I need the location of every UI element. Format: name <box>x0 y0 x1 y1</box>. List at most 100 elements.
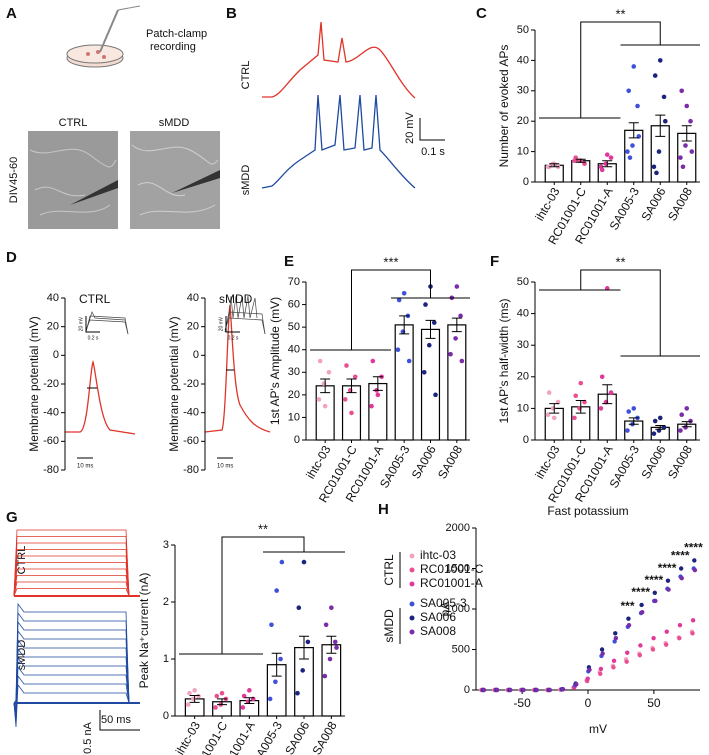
trace <box>13 629 140 710</box>
y-axis-label: pA <box>438 602 452 617</box>
y-tick-label: -40 <box>183 407 199 419</box>
data-point <box>666 587 671 592</box>
current-traces <box>13 529 140 728</box>
legend-group-label: sMDD <box>382 609 396 643</box>
data-point <box>626 623 632 628</box>
legend-label: SA008 <box>420 624 456 638</box>
data-point <box>219 690 225 696</box>
data-point <box>481 687 487 693</box>
data-point <box>679 412 685 418</box>
y-tick-label: 50 <box>517 24 529 36</box>
legend-group-label: CTRL <box>382 554 396 586</box>
inset-trace <box>85 295 266 335</box>
data-point <box>317 358 323 364</box>
y-tick-label: 40 <box>187 292 199 304</box>
y-tick-label: 20 <box>517 371 529 383</box>
g-label: CTRL <box>16 546 28 575</box>
x-tick-label: SA006 <box>638 443 668 481</box>
data-point <box>635 103 640 109</box>
micrograph <box>28 131 220 229</box>
y-tick-label: 60 <box>288 298 300 310</box>
scale-bar <box>99 710 140 731</box>
data-point <box>631 64 637 69</box>
data-point <box>661 94 667 100</box>
data-point <box>664 629 669 634</box>
data-point <box>677 623 683 628</box>
data-point <box>454 284 460 289</box>
a-label: DIV45-60 <box>8 157 20 203</box>
significance-label: **** <box>671 549 690 563</box>
panel-label: D <box>6 249 17 266</box>
significance-label: ** <box>615 6 625 21</box>
data-point <box>352 374 358 380</box>
legend-label: SA005-3 <box>420 596 467 610</box>
scale-label: 0.5 nA <box>82 721 94 753</box>
data-point <box>322 673 328 679</box>
x-tick-label: 0 <box>585 696 592 710</box>
bar <box>394 324 414 441</box>
error-bar <box>451 317 462 333</box>
data-point <box>599 167 605 173</box>
y-tick-label: 0 <box>53 349 59 361</box>
error-bar <box>628 417 639 425</box>
data-point <box>578 380 584 386</box>
error-bar <box>602 384 613 405</box>
y-tick-label: 50 <box>517 276 529 288</box>
data-point <box>214 693 220 699</box>
data-point <box>295 690 300 696</box>
trace-title: sMDD <box>219 292 253 306</box>
trace <box>13 602 140 704</box>
data-point <box>344 363 349 368</box>
trace <box>13 575 140 597</box>
data-point <box>547 687 553 693</box>
data-point <box>598 406 604 411</box>
data-point <box>322 403 328 409</box>
y-tick-label: 0 <box>163 710 169 722</box>
data-point <box>679 576 684 581</box>
data-point <box>316 397 322 402</box>
x-tick-label: 50 <box>647 696 661 710</box>
data-point <box>652 418 658 424</box>
data-point <box>458 313 463 319</box>
trace <box>13 656 140 719</box>
data-point <box>692 558 697 563</box>
b-label: sMDD <box>240 165 252 196</box>
data-point <box>187 690 192 696</box>
panel-label: A <box>6 5 17 22</box>
legend-marker <box>409 629 415 635</box>
data-point <box>677 635 682 641</box>
data-point <box>657 58 663 63</box>
data-point <box>329 605 334 610</box>
y-tick-label: 20 <box>187 321 199 333</box>
data-point <box>625 149 630 154</box>
y-tick-label: 0 <box>193 349 199 361</box>
trace <box>13 562 140 597</box>
data-point <box>572 415 577 421</box>
data-point <box>679 88 685 94</box>
legend-marker <box>409 601 415 607</box>
x-tick-label: SA006 <box>282 719 312 755</box>
inset-label: 0.2 s <box>88 335 99 341</box>
error-bar <box>602 160 613 168</box>
data-point <box>453 336 458 341</box>
data-point <box>521 687 526 693</box>
trace <box>13 647 140 716</box>
panel-label: H <box>378 501 389 518</box>
data-point <box>654 170 659 176</box>
y-tick-label: 70 <box>288 276 300 288</box>
significance-label: *** <box>383 254 398 269</box>
y-tick-label: -60 <box>43 435 59 447</box>
y-tick-label: 2 <box>163 596 169 608</box>
data-point <box>678 428 683 433</box>
legend-marker <box>409 581 415 587</box>
legend-marker <box>409 553 415 559</box>
data-point <box>423 302 428 307</box>
error-bar <box>549 163 560 168</box>
x-tick-label: -50 <box>513 696 531 710</box>
significance-bracket <box>310 269 470 351</box>
trace <box>204 304 271 433</box>
x-axis-label: mV <box>589 722 607 736</box>
data-point <box>665 578 671 583</box>
a-label: recording <box>150 41 196 53</box>
